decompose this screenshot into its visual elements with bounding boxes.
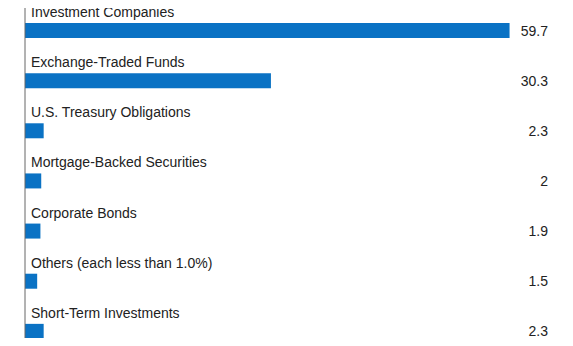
svg-text:1.5: 1.5 — [529, 273, 549, 289]
svg-text:Others (each less than 1.0%): Others (each less than 1.0%) — [31, 255, 212, 271]
svg-text:1.9: 1.9 — [529, 223, 549, 239]
svg-text:Exchange-Traded Funds: Exchange-Traded Funds — [31, 54, 185, 70]
svg-text:U.S. Treasury Obligations: U.S. Treasury Obligations — [31, 104, 191, 120]
svg-text:Corporate Bonds: Corporate Bonds — [31, 205, 137, 221]
svg-text:2.3: 2.3 — [529, 323, 549, 338]
svg-text:Mortgage-Backed Securities: Mortgage-Backed Securities — [31, 154, 207, 170]
svg-text:2: 2 — [540, 173, 548, 189]
svg-text:30.3: 30.3 — [521, 73, 548, 89]
svg-text:59.7: 59.7 — [521, 23, 548, 39]
svg-text:Investment Companies: Investment Companies — [31, 8, 174, 20]
svg-text:2.3: 2.3 — [529, 123, 549, 139]
svg-text:Short-Term Investments: Short-Term Investments — [31, 305, 180, 321]
